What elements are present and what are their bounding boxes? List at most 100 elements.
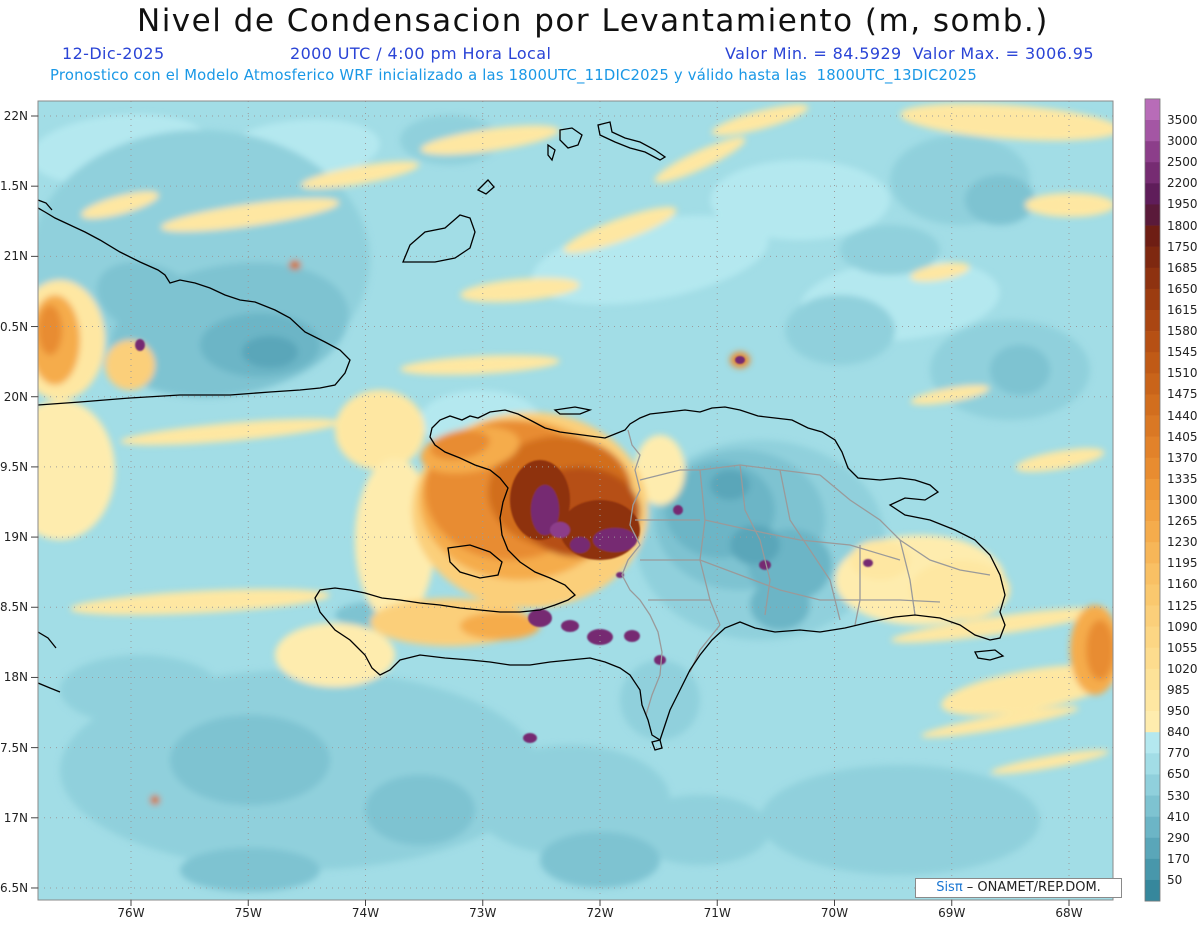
contour-patch	[910, 262, 970, 282]
lon-tick-label: 69W	[938, 906, 966, 920]
lat-tick-label: 19N	[3, 530, 28, 545]
contour-patch	[420, 125, 560, 155]
lon-tick-label: 72W	[586, 906, 614, 920]
lat-tick-label: 17N	[3, 810, 28, 825]
coastlines	[38, 121, 1006, 751]
colorbar-swatch	[1145, 141, 1160, 163]
contour-patch	[921, 706, 1079, 738]
colorbar-swatch	[1145, 711, 1160, 733]
jamaica-coastline	[38, 682, 61, 693]
contour-patch	[570, 537, 590, 553]
lat-tick-label: 7.5N	[0, 740, 29, 755]
hispaniola-coastline	[314, 406, 1006, 741]
colorbar-label: 530	[1167, 788, 1190, 803]
colorbar-label: 1090	[1167, 619, 1198, 634]
contour-patch	[38, 400, 115, 540]
contour-patch	[910, 560, 1010, 620]
contour-patch	[891, 607, 1109, 643]
contour-patch	[654, 137, 746, 183]
contour-patch	[620, 660, 700, 740]
lat-tick-label: 22N	[3, 109, 28, 123]
province-boundary	[779, 469, 841, 621]
colorbar-label: 1650	[1167, 281, 1198, 296]
contour-patch	[60, 655, 220, 725]
colorbar-swatch	[1145, 373, 1160, 395]
contour-patch	[300, 161, 420, 189]
colorbar-swatch	[1145, 267, 1160, 290]
colorbar-label: 1750	[1167, 239, 1198, 254]
province-boundary	[854, 545, 861, 626]
gonave-island-coastline	[447, 544, 503, 579]
lat-tick-label: 20N	[3, 389, 28, 404]
colorbar-label: 650	[1167, 767, 1190, 782]
cuba-islet-coastline	[38, 199, 53, 211]
contour-patch	[710, 470, 750, 500]
colorbar-label: 50	[1167, 872, 1183, 887]
colorbar-label: 1405	[1167, 429, 1198, 444]
colorbar-swatch	[1145, 521, 1160, 543]
colorbar-label: 770	[1167, 746, 1190, 761]
contour-patch	[710, 160, 890, 240]
colorbar-label: 1580	[1167, 324, 1198, 339]
lat-tick-label: 0.5N	[0, 319, 29, 334]
contour-patch	[750, 580, 810, 630]
province-boundary	[639, 464, 821, 481]
colorbar-swatch	[1145, 584, 1160, 606]
contour-patch	[528, 609, 552, 627]
turks-islands-coastline	[597, 121, 667, 161]
value-range: Valor Min. = 84.5929 Valor Max. = 3006.9…	[725, 44, 1094, 63]
colorbar-label: 2200	[1167, 176, 1198, 191]
contour-patch	[150, 795, 160, 805]
colorbar-label: 1950	[1167, 197, 1198, 212]
colorbar-label: 170	[1167, 851, 1190, 866]
map-field	[38, 101, 1113, 900]
colorbar-swatch	[1145, 183, 1160, 205]
contour-patch	[587, 629, 613, 645]
colorbar-label: 3500	[1167, 113, 1198, 127]
colorbar-swatch	[1145, 98, 1160, 121]
colorbar-swatch	[1145, 288, 1160, 311]
colorbar-swatch	[1145, 246, 1160, 269]
colorbar-swatch	[1145, 795, 1160, 817]
colorbar-label: 1370	[1167, 450, 1198, 465]
credit-box: Sisπ – ONAMET/REP.DOM.	[915, 878, 1122, 898]
colorbar-label: 1195	[1167, 556, 1198, 571]
contour-patch	[561, 620, 579, 632]
contour-patch	[990, 345, 1050, 395]
lon-tick-label: 71W	[703, 906, 731, 920]
colorbar-label: 985	[1167, 682, 1190, 697]
lat-tick-label: 6.5N	[0, 880, 29, 895]
lat-tick-label: 21N	[3, 249, 28, 264]
colorbar-label: 840	[1167, 725, 1190, 740]
colorbar-label: 1125	[1167, 598, 1198, 613]
contour-patch	[120, 418, 340, 446]
little-inagua-coastline	[476, 179, 495, 195]
colorbar-label: 1510	[1167, 366, 1198, 381]
colorbar-swatch	[1145, 753, 1160, 775]
contour-patch	[160, 198, 340, 232]
contour-patch	[630, 795, 770, 865]
lon-tick-label: 73W	[469, 906, 497, 920]
colorbar-label: 1055	[1167, 640, 1198, 655]
colorbar-swatch	[1145, 774, 1160, 796]
province-boundary	[699, 559, 941, 603]
contour-patch	[673, 505, 683, 515]
contour-patch	[550, 522, 570, 538]
contour-patch	[170, 715, 330, 805]
contour-patch	[335, 390, 425, 470]
saona-island-coastline	[973, 649, 1005, 661]
colorbar-swatch	[1145, 837, 1160, 860]
colorbar-swatch	[1145, 331, 1160, 353]
contour-patch	[910, 385, 990, 405]
contour-patch	[135, 339, 145, 351]
colorbar-swatch	[1145, 204, 1160, 226]
colorbar-label: 1265	[1167, 514, 1198, 529]
tortuga-island-coastline	[553, 406, 593, 415]
contour-patch	[759, 560, 771, 570]
contour-patch	[941, 664, 1113, 716]
contour-patch	[365, 775, 475, 845]
colorbar-label: 1685	[1167, 260, 1198, 275]
colorbar-label: 1335	[1167, 471, 1198, 486]
contour-patch	[990, 750, 1110, 774]
